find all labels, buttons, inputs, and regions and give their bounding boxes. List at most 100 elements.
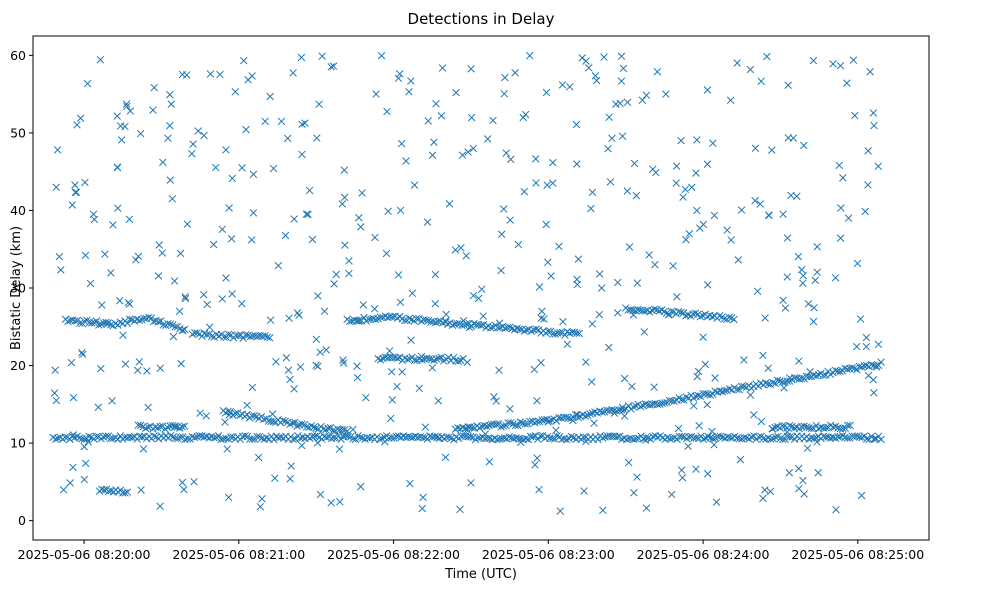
track-point xyxy=(54,434,62,443)
noise-point xyxy=(188,149,196,158)
noise-point xyxy=(156,364,165,372)
noise-point xyxy=(308,235,317,244)
track-point xyxy=(123,319,132,328)
plot-frame xyxy=(32,35,930,541)
noise-point xyxy=(667,490,676,499)
track-point xyxy=(140,314,148,323)
noise-point xyxy=(533,454,541,462)
noise-point xyxy=(190,477,198,486)
noise-point xyxy=(490,393,498,401)
noise-point xyxy=(349,425,357,434)
noise-point xyxy=(467,113,476,122)
x-tick-label: 2025-05-06 08:23:00 xyxy=(482,547,615,562)
track-point xyxy=(666,434,674,443)
noise-point xyxy=(619,64,628,73)
noise-point xyxy=(642,91,651,100)
track-point xyxy=(310,423,318,431)
noise-point xyxy=(431,270,440,279)
track-point xyxy=(848,364,856,372)
noise-point xyxy=(322,346,331,354)
noise-point xyxy=(353,373,362,382)
track-point xyxy=(843,365,852,373)
track-point xyxy=(706,391,715,399)
track-point xyxy=(109,434,117,443)
track-point xyxy=(704,432,712,441)
track-point xyxy=(147,314,156,322)
noise-point xyxy=(829,60,837,68)
track-point xyxy=(92,317,101,325)
track-point xyxy=(470,320,478,328)
track-point xyxy=(709,434,717,443)
noise-point xyxy=(393,382,401,391)
noise-point xyxy=(385,347,394,355)
x-tick-label: 2025-05-06 08:25:00 xyxy=(791,547,924,562)
track-point xyxy=(360,313,368,322)
track-point xyxy=(778,435,787,443)
track-point xyxy=(458,321,466,330)
noise-point xyxy=(258,495,266,503)
noise-point xyxy=(269,164,278,173)
track-point xyxy=(443,320,452,328)
noise-point xyxy=(290,385,298,393)
track-point xyxy=(430,432,439,441)
noise-point xyxy=(537,358,545,367)
noise-point xyxy=(231,88,240,96)
noise-point xyxy=(710,441,718,449)
noise-point xyxy=(870,121,878,130)
track-point xyxy=(466,432,475,441)
y-tick-label: 0 xyxy=(18,513,26,528)
noise-point xyxy=(483,135,492,143)
track-point xyxy=(100,486,108,494)
y-tick-label: 50 xyxy=(10,125,26,140)
track-point xyxy=(874,361,883,370)
noise-point xyxy=(243,401,251,409)
noise-point xyxy=(125,215,134,224)
noise-point xyxy=(175,307,184,316)
track-point xyxy=(466,423,474,431)
track-point xyxy=(349,435,357,443)
track-point xyxy=(214,432,223,440)
track-point xyxy=(720,315,729,323)
track-point xyxy=(805,435,813,443)
noise-point xyxy=(254,453,263,462)
noise-point xyxy=(202,412,211,420)
track-point xyxy=(224,330,233,339)
noise-point xyxy=(797,265,806,274)
noise-point xyxy=(113,163,122,171)
noise-point xyxy=(382,249,391,258)
noise-point xyxy=(616,99,624,108)
track-point xyxy=(166,320,175,328)
track-point xyxy=(862,435,871,443)
track-point xyxy=(412,314,421,323)
noise-point xyxy=(511,68,519,77)
noise-point xyxy=(597,284,606,292)
track-point xyxy=(123,488,132,496)
track-point xyxy=(289,435,297,443)
noise-point xyxy=(434,397,443,405)
noise-point xyxy=(711,374,719,382)
track-point xyxy=(730,315,738,324)
track-point xyxy=(144,423,152,431)
noise-point xyxy=(701,360,710,369)
track-point xyxy=(660,399,669,407)
noise-point xyxy=(81,178,89,187)
track-point xyxy=(667,307,676,316)
noise-point xyxy=(256,502,265,511)
x-tick-label: 2025-05-06 08:22:00 xyxy=(327,547,460,562)
track-point xyxy=(715,311,724,320)
noise-point xyxy=(559,317,567,326)
track-point xyxy=(408,315,416,324)
noise-point xyxy=(874,340,883,349)
track-point xyxy=(698,311,707,320)
track-point xyxy=(764,380,772,388)
track-point xyxy=(570,328,579,337)
noise-point xyxy=(679,193,687,201)
noise-point xyxy=(606,178,615,186)
noise-point xyxy=(133,366,142,375)
noise-point xyxy=(692,465,700,473)
track-point xyxy=(822,424,830,432)
noise-point xyxy=(266,92,274,101)
noise-point xyxy=(549,179,557,187)
track-point xyxy=(253,432,261,441)
